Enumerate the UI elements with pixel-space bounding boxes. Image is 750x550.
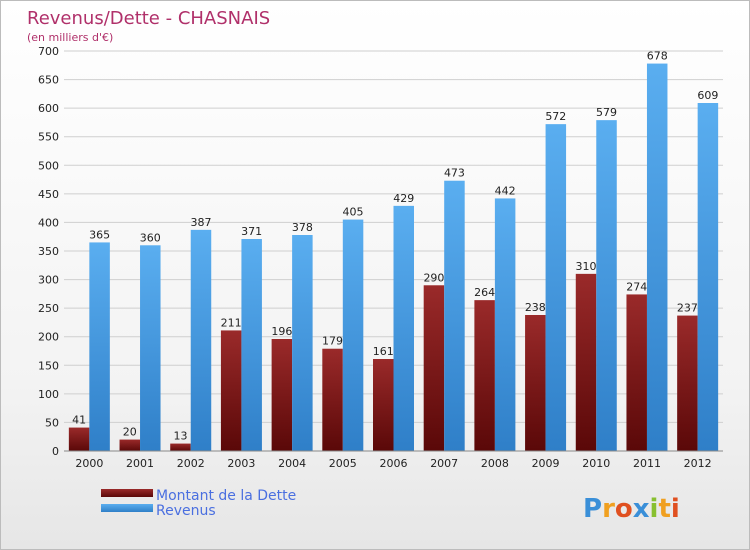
y-tick-label: 550 [38, 131, 59, 144]
y-tick-label: 0 [52, 445, 59, 458]
x-tick-label: 2006 [380, 457, 408, 470]
bar-debt-2000 [68, 427, 90, 451]
bar-revenus-2005 [342, 219, 364, 451]
data-label-debt-2002: 13 [173, 430, 187, 443]
bar-revenus-2000 [89, 242, 110, 451]
bar-revenus-2003 [241, 239, 262, 451]
data-label-revenus-2008: 442 [495, 184, 516, 197]
x-tick-label: 2009 [532, 457, 560, 470]
data-label-revenus-2011: 678 [647, 50, 668, 63]
bar-revenus-2007 [444, 180, 465, 451]
bar-debt-2001 [119, 439, 141, 451]
bar-revenus-2001 [140, 245, 161, 451]
y-tick-label: 650 [38, 74, 59, 87]
bar-debt-2004 [271, 339, 293, 451]
x-tick-label: 2002 [177, 457, 205, 470]
data-label-revenus-2007: 473 [444, 167, 465, 180]
bar-revenus-2006 [393, 205, 414, 451]
data-labels: 41 365 20 360 13 387 211 371 196 378 179 405 161 429 2… [72, 50, 718, 443]
data-label-debt-2000: 41 [72, 414, 86, 427]
bar-revenus-2008 [494, 198, 516, 451]
data-label-revenus-2005: 405 [343, 206, 364, 219]
bar-debt-2002 [170, 443, 191, 451]
bar-debt-2006 [373, 359, 394, 451]
legend: Montant de la Dette Revenus [101, 488, 296, 519]
bar-revenus-2010 [596, 120, 617, 452]
bar-revenus-2011 [646, 63, 668, 451]
y-tick-label: 250 [38, 302, 59, 315]
y-tick-label: 50 [45, 416, 59, 429]
y-tick-label: 300 [38, 274, 59, 287]
x-tick-label: 2000 [75, 457, 103, 470]
x-tick-label: 2011 [633, 457, 661, 470]
data-label-revenus-2006: 429 [393, 192, 414, 205]
bar-revenus-2009 [545, 124, 567, 452]
y-tick-label: 450 [38, 188, 59, 201]
data-label-debt-2010: 310 [576, 260, 597, 273]
bar-revenus-2004 [292, 235, 313, 451]
data-label-revenus-2010: 579 [596, 106, 617, 119]
proxiti-logo: Proxiti [583, 494, 680, 524]
y-axis-ticks: 0 50 100 150 200 250 300 350 400 450 500 550 600 650 7… [38, 45, 59, 458]
bar-debt-2010 [575, 273, 597, 451]
data-label-debt-2005: 179 [322, 335, 343, 348]
x-tick-label: 2010 [582, 457, 610, 470]
bar-revenus-2002 [190, 229, 212, 451]
data-label-debt-2007: 290 [423, 271, 444, 284]
data-label-debt-2009: 238 [525, 301, 546, 314]
y-tick-label: 500 [38, 159, 59, 172]
bar-debt-2012 [677, 315, 698, 451]
chart-subtitle: (en milliers d'€) [27, 31, 113, 44]
bar-debt-2005 [322, 348, 343, 451]
y-tick-label: 600 [38, 102, 59, 115]
x-tick-label: 2003 [227, 457, 255, 470]
x-tick-label: 2008 [481, 457, 509, 470]
bar-debt-2011 [626, 294, 647, 451]
y-tick-label: 100 [38, 388, 59, 401]
svg-text:Proxiti: Proxiti [583, 494, 680, 524]
y-tick-label: 200 [38, 331, 59, 344]
bar-debt-2007 [423, 285, 445, 451]
data-label-debt-2012: 237 [677, 302, 698, 315]
data-label-debt-2006: 161 [373, 345, 394, 358]
data-label-debt-2001: 20 [123, 426, 137, 439]
x-tick-label: 2001 [126, 457, 154, 470]
bar-debt-2009 [525, 315, 546, 451]
y-tick-label: 150 [38, 359, 59, 372]
data-label-debt-2003: 211 [221, 316, 242, 329]
data-label-revenus-2002: 387 [190, 216, 211, 229]
data-label-debt-2004: 196 [271, 325, 292, 338]
y-tick-label: 700 [38, 45, 59, 58]
bars [68, 63, 719, 452]
x-tick-label: 2005 [329, 457, 357, 470]
chart-title: Revenus/Dette - CHASNAIS [27, 8, 270, 29]
y-tick-label: 350 [38, 245, 59, 258]
data-label-revenus-2000: 365 [89, 228, 110, 241]
data-label-revenus-2012: 609 [697, 89, 718, 102]
bar-debt-2003 [220, 330, 242, 451]
legend-label-revenus: Revenus [156, 503, 216, 519]
data-label-debt-2008: 264 [474, 286, 495, 299]
x-axis-ticks: 2000 2001 2002 2003 2004 2005 2006 2007 2008 2009… [75, 457, 711, 470]
x-tick-label: 2004 [278, 457, 306, 470]
legend-swatch-debt [101, 489, 153, 497]
y-tick-label: 400 [38, 216, 59, 229]
bar-revenus-2012 [697, 103, 719, 451]
bar-debt-2008 [474, 300, 495, 451]
data-label-revenus-2003: 371 [241, 225, 262, 238]
data-label-revenus-2004: 378 [292, 221, 313, 234]
legend-label-debt: Montant de la Dette [156, 488, 296, 504]
x-tick-label: 2012 [684, 457, 712, 470]
x-tick-label: 2007 [430, 457, 458, 470]
data-label-debt-2011: 274 [626, 280, 647, 293]
data-label-revenus-2001: 360 [140, 231, 161, 244]
legend-swatch-revenus [101, 504, 153, 512]
data-label-revenus-2009: 572 [545, 110, 566, 123]
